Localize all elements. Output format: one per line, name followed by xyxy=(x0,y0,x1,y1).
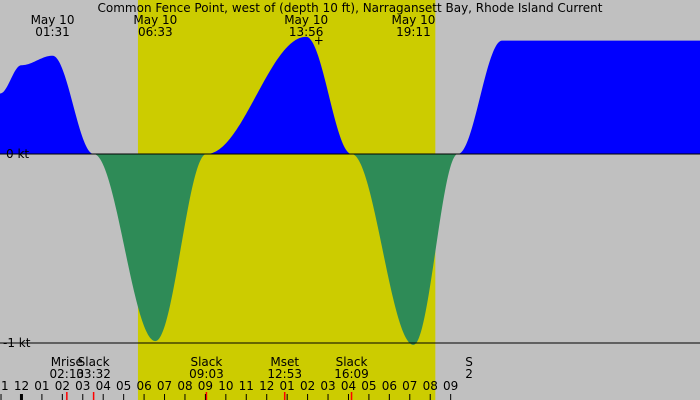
event-time-label: 03:32 xyxy=(76,367,111,381)
top-date-label: May 10 xyxy=(133,13,177,27)
y-tick-label-minus-one: -1 kt xyxy=(3,336,31,350)
hour-tick-label: 11 xyxy=(0,379,9,393)
hour-tick-label: 08 xyxy=(177,379,192,393)
hour-tick-label: 10 xyxy=(218,379,233,393)
hour-tick-label: 06 xyxy=(136,379,151,393)
hour-tick-label: 02 xyxy=(55,379,70,393)
top-time-label: 01:31 xyxy=(35,25,70,39)
event-name-label: S xyxy=(465,355,473,369)
hour-tick-label: 08 xyxy=(423,379,438,393)
ebb-area-3 xyxy=(352,154,458,345)
top-time-label: 13:56 xyxy=(289,25,324,39)
event-time-label: 16:09 xyxy=(334,367,369,381)
hour-tick-label: 09 xyxy=(198,379,213,393)
chart-title: Common Fence Point, west of (depth 10 ft… xyxy=(98,1,603,15)
hour-tick-label: 09 xyxy=(443,379,458,393)
current-area xyxy=(0,36,700,345)
hour-tick-label: 07 xyxy=(157,379,172,393)
max-current-marker: + xyxy=(314,34,324,48)
flood-area-0 xyxy=(0,55,94,155)
hour-tick-label: 01 xyxy=(34,379,49,393)
hour-axis: 11 12 01 02 03 04 05 06 07 08 09 10 11 12 01 02 03 04 05 06… xyxy=(0,379,458,400)
event-name-label: Slack xyxy=(190,355,222,369)
hour-tick-label: 04 xyxy=(96,379,111,393)
hour-tick-label: 03 xyxy=(320,379,335,393)
event-time-label: 12:53 xyxy=(267,367,302,381)
hour-tick-label: 04 xyxy=(341,379,356,393)
event-name-label: Slack xyxy=(336,355,368,369)
y-tick-label-zero: 0 kt xyxy=(6,147,29,161)
hour-tick-label: 03 xyxy=(75,379,90,393)
hour-tick-label: 02 xyxy=(300,379,315,393)
top-date-label: May 10 xyxy=(392,13,436,27)
flood-area-2 xyxy=(207,36,352,154)
top-time-label: 19:11 xyxy=(396,25,431,39)
hour-tick-label: 05 xyxy=(116,379,131,393)
event-time-label: 02:13 xyxy=(50,367,85,381)
hour-tick-label: 06 xyxy=(382,379,397,393)
ebb-area-1 xyxy=(94,154,207,342)
top-time-label: 06:33 xyxy=(138,25,173,39)
hour-tick-label: 07 xyxy=(402,379,417,393)
hour-tick-label: 05 xyxy=(361,379,376,393)
event-name-label: Slack xyxy=(78,355,110,369)
event-time-label: 2 xyxy=(465,367,473,381)
hour-tick-label: 01 xyxy=(280,379,295,393)
bottom-event-labels: Mrise02:13Slack03:32Slack09:03Mset12:53S… xyxy=(50,355,473,400)
hour-tick-label: 12 xyxy=(259,379,274,393)
flood-area-4 xyxy=(458,40,700,154)
hour-tick-label: 11 xyxy=(239,379,254,393)
top-date-label: May 10 xyxy=(284,13,328,27)
top-date-label: May 10 xyxy=(31,13,75,27)
event-name-label: Mset xyxy=(270,355,299,369)
hour-tick-label: 12 xyxy=(14,379,29,393)
event-name-label: Mrise xyxy=(51,355,83,369)
event-time-label: 09:03 xyxy=(189,367,224,381)
